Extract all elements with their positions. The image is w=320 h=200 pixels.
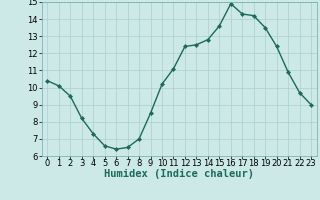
X-axis label: Humidex (Indice chaleur): Humidex (Indice chaleur) bbox=[104, 169, 254, 179]
